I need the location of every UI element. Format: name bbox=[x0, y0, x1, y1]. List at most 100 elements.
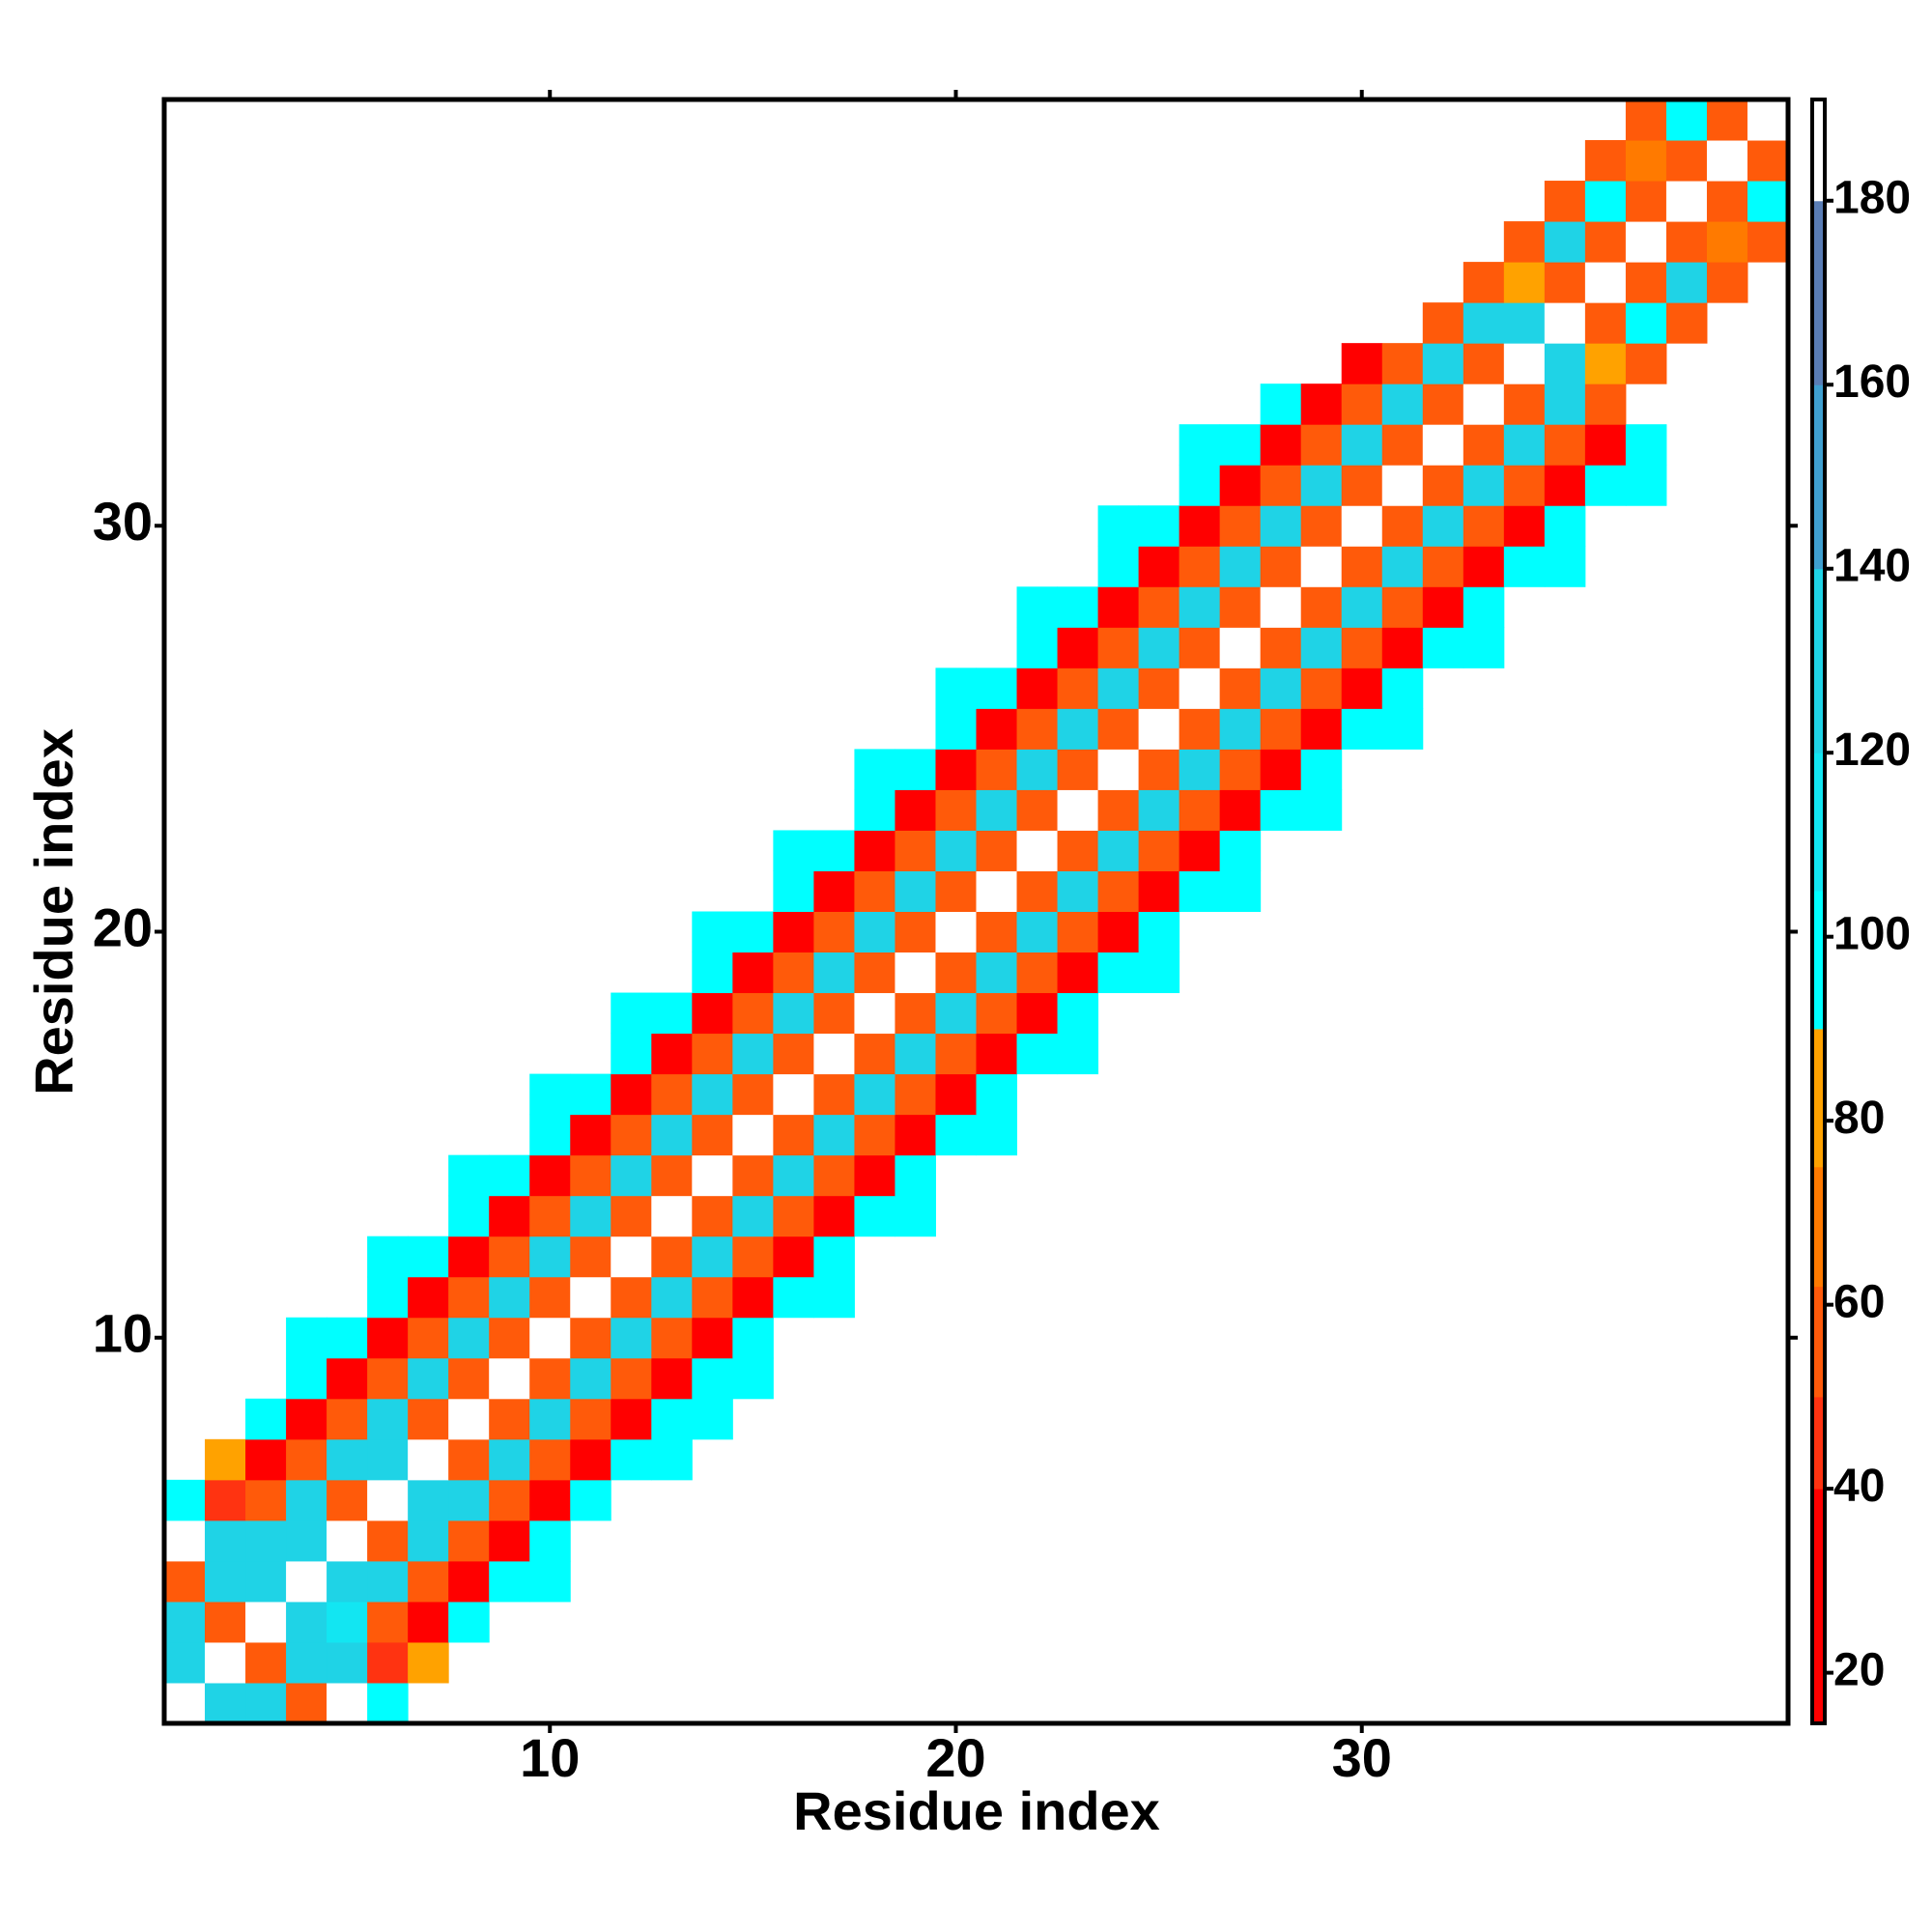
heatmap-cell bbox=[895, 749, 936, 790]
heatmap-cell bbox=[448, 1357, 490, 1400]
heatmap-cell bbox=[976, 911, 1018, 953]
heatmap-cell bbox=[1057, 830, 1099, 871]
heatmap-cell bbox=[976, 789, 1018, 831]
heatmap-cell bbox=[1665, 221, 1708, 263]
heatmap-cell bbox=[692, 1033, 733, 1075]
heatmap-cell bbox=[1097, 586, 1140, 628]
heatmap-cell bbox=[895, 992, 936, 1035]
heatmap-cell bbox=[245, 1560, 287, 1603]
heatmap-cell bbox=[1057, 708, 1099, 750]
heatmap-cell bbox=[489, 1276, 530, 1319]
heatmap-cell bbox=[611, 1154, 652, 1197]
heatmap-cell bbox=[1422, 465, 1464, 506]
colorbar-bin bbox=[1812, 384, 1825, 570]
heatmap-cell bbox=[1138, 505, 1180, 547]
heatmap-cell bbox=[611, 1033, 652, 1075]
heatmap-cell bbox=[408, 1236, 449, 1278]
heatmap-cell bbox=[1097, 952, 1140, 994]
heatmap-cell bbox=[1179, 830, 1221, 871]
heatmap-cell bbox=[1097, 627, 1140, 668]
heatmap-cell bbox=[570, 1236, 611, 1278]
heatmap-cell bbox=[1422, 424, 1464, 466]
heatmap-cell bbox=[935, 911, 977, 953]
heatmap-cell bbox=[1016, 708, 1059, 750]
heatmap-cell bbox=[1179, 749, 1221, 790]
heatmap-cell bbox=[813, 952, 855, 994]
heatmap-cell bbox=[408, 1357, 449, 1400]
heatmap-cell bbox=[1463, 505, 1505, 547]
heatmap-cell bbox=[651, 1276, 693, 1319]
heatmap-cell bbox=[1544, 505, 1586, 547]
heatmap-cell bbox=[651, 1073, 693, 1116]
heatmap-cell bbox=[327, 1560, 368, 1603]
heatmap-cell bbox=[1463, 586, 1505, 628]
heatmap-cell bbox=[1300, 505, 1343, 547]
heatmap-cell bbox=[692, 1276, 733, 1319]
heatmap-cell bbox=[367, 1520, 409, 1562]
heatmap-cell bbox=[1544, 424, 1586, 466]
heatmap-cell bbox=[1747, 181, 1789, 222]
heatmap-cell bbox=[1138, 668, 1180, 709]
heatmap-cell bbox=[1057, 586, 1099, 628]
heatmap-cell bbox=[1381, 424, 1424, 466]
heatmap-cell bbox=[1057, 870, 1099, 912]
heatmap-cell bbox=[1016, 586, 1059, 628]
heatmap-cell bbox=[570, 1154, 611, 1197]
heatmap-cell bbox=[692, 1195, 733, 1237]
colorbar-bin bbox=[1812, 200, 1825, 385]
heatmap-cell bbox=[976, 1033, 1018, 1075]
heatmap-cell bbox=[1260, 627, 1302, 668]
heatmap-cell bbox=[732, 1236, 774, 1278]
heatmap-cell bbox=[935, 830, 977, 871]
heatmap-cell bbox=[611, 1317, 652, 1359]
heatmap-cell bbox=[367, 1317, 409, 1359]
heatmap-cell bbox=[529, 1114, 571, 1156]
heatmap-cell bbox=[854, 749, 895, 790]
heatmap-cell bbox=[732, 1357, 774, 1400]
heatmap-cell bbox=[1179, 505, 1221, 547]
heatmap-cell bbox=[1544, 465, 1586, 506]
heatmap-cell bbox=[1138, 789, 1180, 831]
heatmap-cell bbox=[1016, 668, 1059, 709]
heatmap-cell bbox=[489, 1154, 530, 1197]
heatmap-cell bbox=[367, 1601, 409, 1643]
heatmap-cell bbox=[1544, 221, 1586, 263]
heatmap-cell bbox=[732, 911, 774, 953]
heatmap-cell bbox=[1625, 465, 1667, 506]
heatmap-cell bbox=[1544, 181, 1586, 222]
heatmap-cell bbox=[448, 1317, 490, 1359]
colorbar-bin bbox=[1812, 891, 1825, 1030]
heatmap-cell bbox=[408, 1317, 449, 1359]
heatmap-cell bbox=[1381, 343, 1424, 384]
heatmap-cell bbox=[489, 1560, 530, 1603]
heatmap-cell bbox=[205, 1601, 246, 1643]
heatmap-cell bbox=[1057, 992, 1099, 1035]
heatmap-cell bbox=[1503, 546, 1546, 587]
heatmap-cell bbox=[327, 1601, 368, 1643]
heatmap-cell bbox=[1747, 140, 1789, 182]
heatmap-cell bbox=[164, 1560, 206, 1603]
heatmap-cell bbox=[773, 1195, 814, 1237]
heatmap-cell bbox=[1219, 465, 1262, 506]
heatmap-cell bbox=[529, 1195, 571, 1237]
heatmap-cell bbox=[1097, 830, 1140, 871]
heatmap-cell bbox=[1219, 586, 1262, 628]
heatmap-cell bbox=[327, 1682, 368, 1724]
heatmap-cell bbox=[570, 1479, 611, 1521]
heatmap-cell bbox=[692, 992, 733, 1035]
heatmap-cell bbox=[1219, 627, 1262, 668]
heatmap-cell bbox=[205, 1520, 246, 1562]
heatmap-cell bbox=[1300, 789, 1343, 831]
heatmap-cell bbox=[1341, 708, 1383, 750]
heatmap-cell bbox=[1179, 465, 1221, 506]
heatmap-cell bbox=[1179, 424, 1221, 466]
heatmap-cell bbox=[1625, 140, 1667, 182]
colorbar-bin bbox=[1812, 1396, 1825, 1490]
heatmap-cell bbox=[570, 1357, 611, 1400]
heatmap-cell bbox=[408, 1438, 449, 1481]
heatmap-cell bbox=[286, 1479, 327, 1521]
heatmap-cell bbox=[1219, 749, 1262, 790]
heatmap-cell bbox=[732, 1276, 774, 1319]
heatmap-cell bbox=[773, 870, 814, 912]
